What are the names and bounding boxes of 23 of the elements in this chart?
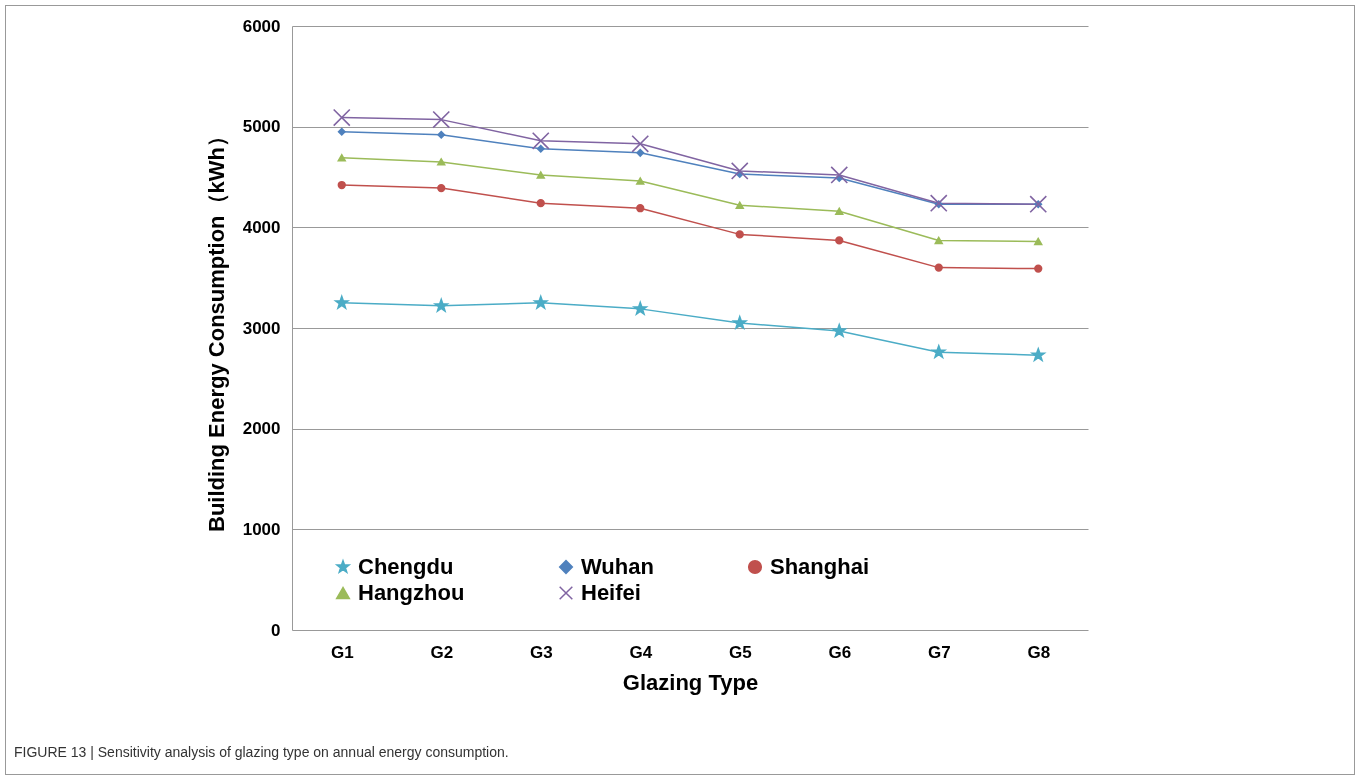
legend-label: Hangzhou (358, 580, 465, 605)
x-tick-label: G6 (828, 642, 852, 662)
x-axis-title: Glazing Type (622, 669, 759, 695)
y-tick-label: 3000 (242, 318, 281, 338)
caption: FIGURE 13 | Sensitivity analysis of glazing type on annual energy consumption. (14, 744, 509, 760)
x-tick-label: G8 (1027, 642, 1051, 662)
legend-label: Chengdu (358, 554, 454, 579)
y-tick-label: 5000 (242, 117, 281, 137)
y-tick-label: 4000 (242, 217, 281, 237)
x-tick-label: G4 (629, 642, 653, 662)
x-tick-label: G7 (927, 642, 951, 662)
y-tick-label: 0 (271, 620, 281, 640)
y-tick-label: 1000 (242, 519, 281, 539)
y-tick-label: 2000 (242, 419, 281, 439)
legend-label: Shanghai (770, 554, 870, 579)
legend-label: Heifei (581, 580, 641, 605)
y-tick-label: 6000 (242, 16, 281, 36)
x-tick-label: G2 (430, 642, 454, 662)
legend-label: Wuhan (581, 554, 654, 579)
x-tick-label: G1 (330, 642, 354, 662)
x-tick-label: G5 (728, 642, 752, 662)
x-tick-label: G3 (529, 642, 553, 662)
y-axis-title: Building Energy Consumption（kWh） (203, 125, 229, 532)
